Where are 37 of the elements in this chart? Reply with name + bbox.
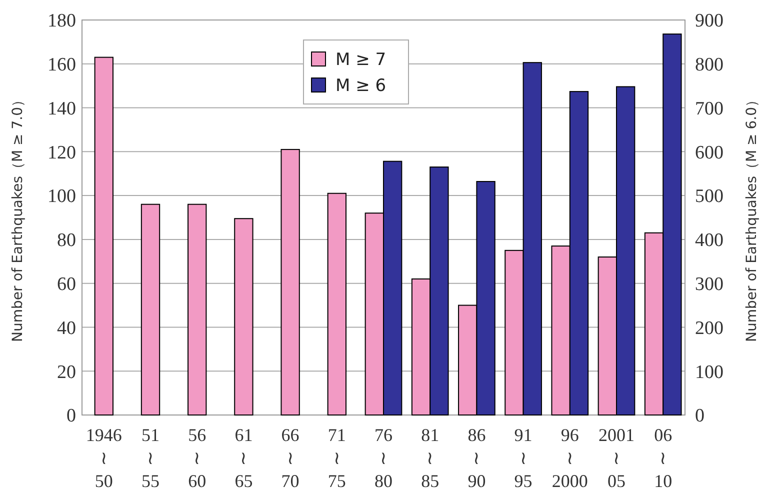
y-tick-label: 80 (57, 230, 76, 252)
y-tick-label: 100 (48, 186, 76, 208)
x-tick-label: 96 ≀ 2000 (552, 425, 588, 491)
y-tick-label: 40 (57, 318, 76, 339)
y2-tick-label: 700 (695, 98, 724, 120)
y2-tick-label: 500 (695, 186, 724, 208)
y-tick-label: 180 (48, 10, 76, 32)
x-tick-label: 76 ≀ 80 (374, 425, 392, 491)
x-tick-label: 2001 ≀ 05 (598, 425, 634, 491)
y2-tick-label: 100 (695, 362, 724, 383)
x-tick-label: 81 ≀ 85 (421, 425, 440, 491)
y2-tick-label: 0 (695, 406, 704, 427)
y-tick-label: 120 (48, 142, 76, 164)
y2-tick-label: 800 (695, 54, 724, 76)
y-tick-label: 20 (57, 362, 76, 383)
x-tick-label: 86 ≀ 90 (468, 425, 486, 491)
y-tick-label: 160 (48, 54, 76, 76)
y-axis-title: Number of Earthquakes（M ≥ 7.0） (10, 92, 26, 342)
y2-tick-label: 300 (695, 274, 724, 295)
y2-tick-label: 900 (695, 10, 724, 32)
x-tick-label: 71 ≀ 75 (328, 425, 346, 491)
y2-tick-label: 200 (695, 318, 724, 339)
x-tick-label: 61 ≀ 65 (234, 425, 253, 491)
x-tick-label: 1946 ≀ 50 (86, 425, 122, 491)
x-tick-label: 51 ≀ 55 (142, 425, 160, 491)
y2-axis-title: Number of Earthquakes（M ≥ 6.0） (744, 92, 760, 342)
y-tick-label: 0 (66, 406, 76, 427)
y-tick-label: 140 (48, 98, 76, 120)
x-tick-label: 66 ≀ 70 (281, 425, 300, 491)
x-tick-label: 06 ≀ 10 (654, 425, 672, 491)
legend-label: M ≥ 6 (336, 76, 386, 96)
y2-tick-label: 600 (695, 142, 724, 164)
x-tick-label: 56 ≀ 60 (188, 425, 206, 491)
legend-label: M ≥ 7 (336, 50, 386, 70)
y2-tick-label: 400 (695, 230, 724, 252)
x-tick-label: 91 ≀ 95 (514, 425, 532, 491)
y-tick-label: 60 (57, 274, 76, 295)
